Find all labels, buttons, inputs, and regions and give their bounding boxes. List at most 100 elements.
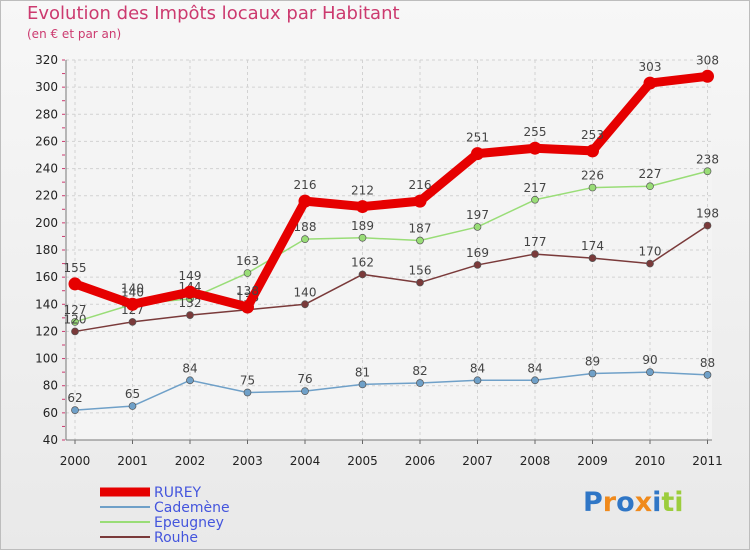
logo-letter: r [602,487,617,518]
data-label: 127 [64,303,87,317]
chart-title: Evolution des Impôts locaux par Habitant [27,3,400,24]
data-label: 238 [696,152,719,166]
data-label: 84 [470,361,485,375]
x-tick-labels: 2000 2001 2002 2003 2004 2005 2006 2007 2008 2009… [60,454,723,468]
data-label: 163 [236,254,259,268]
y-tick-label: 100 [35,352,58,366]
x-tick-label: 2006 [405,454,436,468]
data-point [646,259,654,268]
x-tick-label: 2005 [347,454,378,468]
data-point [531,195,539,204]
legend-label: Cademène [154,500,230,516]
y-tick-label: 180 [35,243,58,257]
data-label: 140 [121,281,144,295]
data-point [301,387,309,395]
data-label: 212 [351,184,374,198]
data-point [128,402,137,410]
data-label: 75 [240,374,255,388]
data-point [586,144,599,158]
data-point [473,376,482,385]
y-tick-label: 40 [43,433,58,447]
y-tick-label: 200 [35,216,58,230]
data-point [646,182,654,191]
x-tick-label: 2011 [692,454,723,468]
data-label: 226 [581,169,604,183]
data-label: 88 [700,356,715,370]
y-tick-label: 80 [43,379,58,393]
data-label: 84 [182,361,197,375]
data-point [703,371,712,379]
data-point [471,147,484,161]
data-label: 216 [294,178,317,192]
data-point [126,297,139,311]
x-tick-label: 2000 [60,454,91,468]
data-label: 308 [696,53,719,67]
y-tick-label: 240 [35,162,58,176]
logo-letter: x [634,487,653,518]
y-tick-labels: 40 60 80 100 120 140 160 180 200 220 240 260 280 300 3… [35,53,58,447]
data-label: 89 [585,355,600,369]
data-label: 189 [351,219,374,233]
data-label: 227 [639,167,662,181]
data-point [183,285,197,299]
data-point [703,167,712,176]
series-line [70,71,712,312]
data-label: 82 [412,364,427,378]
data-point [528,141,542,155]
data-label: 216 [409,178,432,192]
data-label: 155 [64,261,87,275]
data-label: 149 [179,269,202,283]
plot-area [66,60,712,440]
y-tick-label: 120 [35,324,58,338]
data-point [71,406,79,414]
data-point [298,194,312,208]
logo-letter: o [616,487,635,518]
data-label: 174 [581,239,604,253]
proxiti-logo: Proxiti [583,487,684,518]
data-point [241,300,254,314]
series-cademène: 62 65 84 75 76 81 82 84 84 89 90 88 [67,353,715,414]
x-tick-label: 2008 [520,454,551,468]
data-point [416,379,424,387]
data-label: 140 [294,285,317,299]
axes [62,59,712,444]
legend-label: Rouhe [154,530,198,546]
logo-letter: i [652,487,662,518]
data-label: 187 [409,222,432,236]
data-point [358,380,367,389]
logo-letter: P [583,487,603,518]
data-label: 197 [466,208,489,222]
x-tick-label: 2009 [577,454,608,468]
data-point [588,183,597,192]
data-point [71,318,79,326]
data-point [186,311,194,319]
data-point [243,388,252,397]
data-label: 170 [639,245,662,259]
data-point [588,254,597,262]
data-label: 156 [409,264,432,278]
data-point [646,368,654,376]
data-point [703,221,712,230]
y-tick-label: 260 [35,134,58,148]
data-point [416,236,424,245]
logo-letter: i [674,487,684,518]
legend-label: Epeugney [154,515,224,531]
data-label: 65 [125,387,140,401]
data-point [531,376,539,385]
data-point [531,250,539,258]
data-label: 84 [527,361,542,375]
grid-lines [66,59,712,441]
data-label: 90 [642,353,657,367]
series-layer: 6265847576818284848990881271401441631881… [64,53,719,414]
data-label: 138 [236,284,259,298]
data-label: 132 [179,296,202,310]
data-label: 169 [466,246,489,260]
data-label: 76 [297,372,312,386]
data-point [643,76,657,90]
y-tick-label: 280 [35,107,58,121]
data-label: 177 [524,235,547,249]
data-point [588,369,597,378]
series-rouhe: 120127132136140162156169177174170198 [64,207,719,336]
